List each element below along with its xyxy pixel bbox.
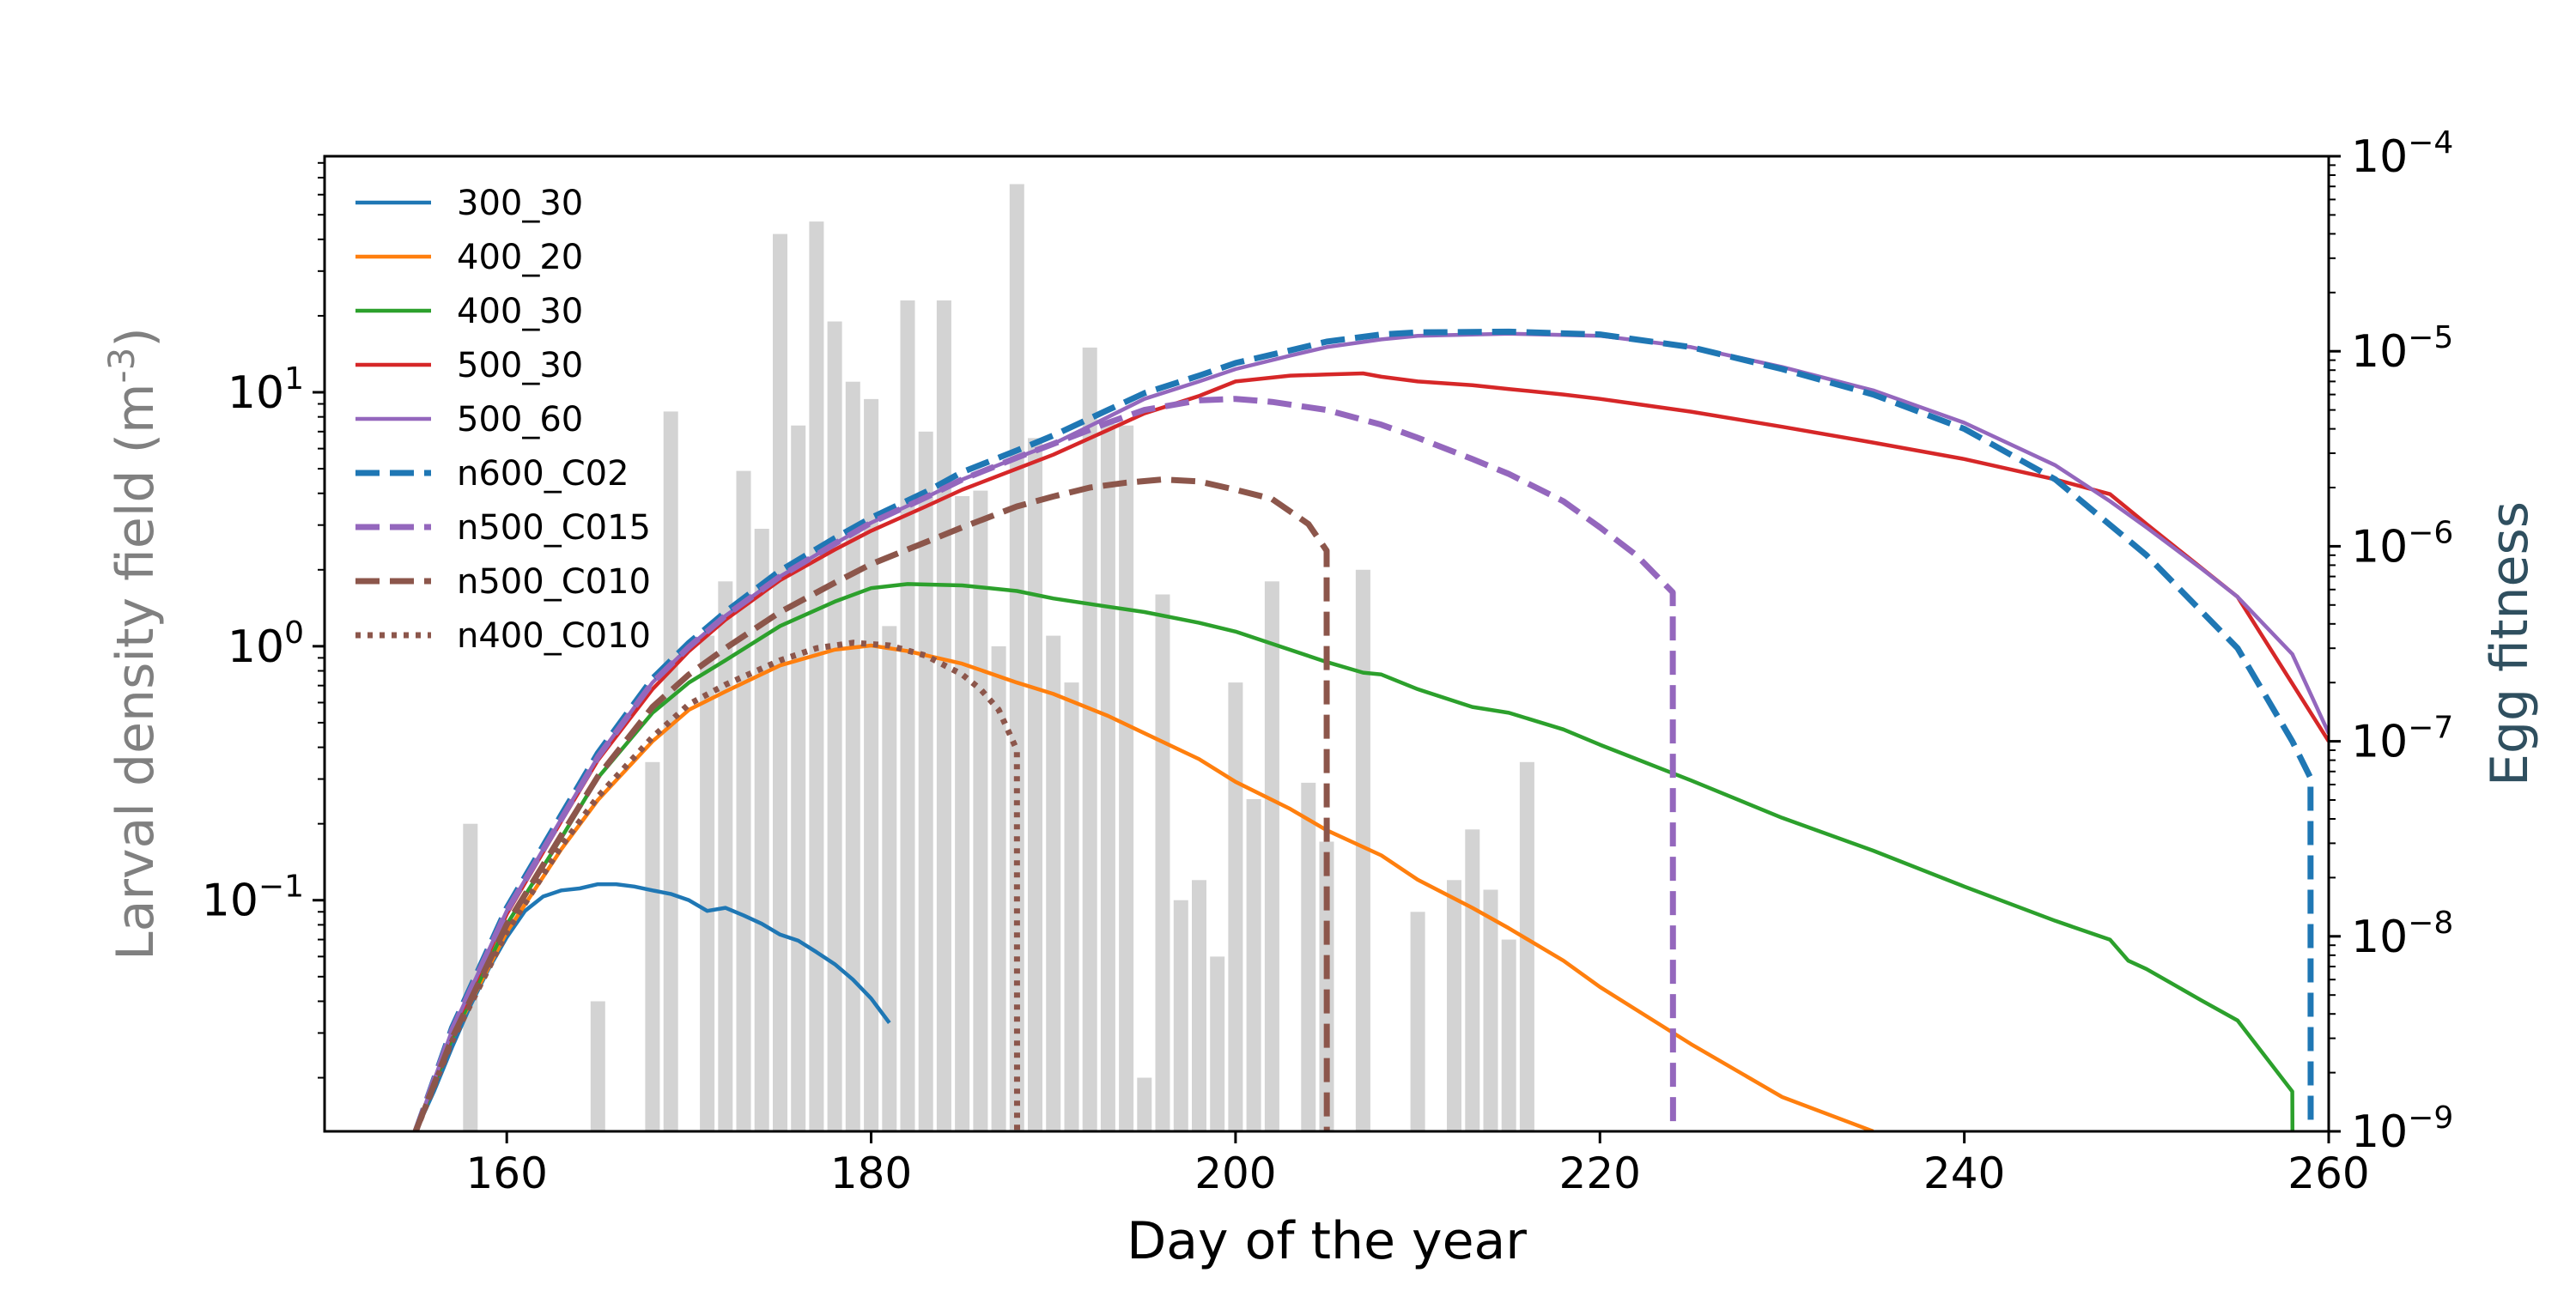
y-axis-left: 10−1 100 101 [202, 161, 325, 1079]
x-tick-label: 260 [2287, 1149, 2369, 1198]
plot-frame [323, 155, 2330, 1133]
bar [1264, 581, 1279, 1131]
bar [1447, 880, 1461, 1131]
bar [1483, 889, 1498, 1131]
y-left-tick-label: 100 [228, 615, 304, 673]
bar [1192, 880, 1206, 1131]
y-axis-left-label: Larval density field (m-3) [100, 327, 166, 961]
bar [1210, 956, 1225, 1131]
bar [900, 300, 915, 1131]
series-line-n500_C010 [412, 476, 1330, 1131]
bar [955, 496, 970, 1131]
legend: 300_30 400_20 400_30 500_30 500_60 n600_C02 n5… [355, 184, 651, 656]
legend-label-n500_C010: n500_C010 [457, 562, 651, 602]
bar [1064, 682, 1079, 1131]
bar [1301, 782, 1316, 1131]
bar [1355, 569, 1370, 1131]
legend-label-300_30: 300_30 [457, 184, 583, 223]
bar [645, 761, 660, 1131]
bar [1100, 424, 1115, 1131]
bar [864, 398, 879, 1131]
y-axis-right: 10−9 10−8 10−7 10−6 10−5 10−4 [2329, 125, 2453, 1158]
bar [1519, 761, 1534, 1131]
bar [918, 431, 933, 1131]
bar [773, 233, 787, 1132]
x-tick-label: 200 [1194, 1149, 1276, 1198]
series-line-500_30 [413, 371, 2329, 1131]
bar [1028, 438, 1042, 1131]
legend-label-n500_C015: n500_C015 [457, 508, 651, 548]
legend-label-400_30: 400_30 [457, 292, 583, 331]
bar [1228, 682, 1243, 1131]
bar [1501, 939, 1516, 1131]
y-right-tick-label: 10−6 [2351, 515, 2453, 573]
legend-label-500_30: 500_30 [457, 346, 583, 385]
legend-label-500_60: 500_60 [457, 400, 583, 439]
x-tick-label: 160 [465, 1149, 547, 1198]
bar [736, 470, 751, 1131]
bar [1319, 841, 1334, 1131]
x-tick-label: 240 [1923, 1149, 2005, 1198]
y-axis-right-label: Egg fitness [2480, 501, 2540, 786]
y-right-tick-label: 10−8 [2351, 906, 2453, 963]
legend-label-n600_C02: n600_C02 [457, 454, 629, 494]
bar [809, 221, 824, 1132]
bar [1173, 900, 1188, 1131]
y-left-tick-label: 101 [228, 361, 304, 419]
x-axis: 160 180 200 220 240 260 [465, 1131, 2370, 1198]
x-tick-label: 220 [1559, 1149, 1641, 1198]
bar [882, 626, 897, 1131]
y-axis-left-label-tail: ) [106, 327, 166, 347]
bar [1009, 184, 1024, 1131]
bar [1119, 425, 1134, 1131]
bar [791, 425, 806, 1131]
y-right-tick-label: 10−5 [2351, 320, 2453, 378]
bar [463, 823, 478, 1131]
bar [1410, 912, 1425, 1131]
bar [1246, 799, 1261, 1131]
bar [1046, 635, 1061, 1131]
y-right-tick-label: 10−9 [2351, 1100, 2453, 1158]
bar [845, 381, 860, 1131]
legend-label-n400_C010: n400_C010 [457, 616, 651, 656]
bars-layer [463, 184, 1534, 1132]
bar [991, 646, 1006, 1131]
y-right-tick-label: 10−4 [2351, 125, 2453, 183]
x-tick-label: 180 [830, 1149, 912, 1198]
y-axis-left-label-sup: -3 [100, 348, 143, 384]
x-axis-label: Day of the year [1127, 1211, 1527, 1271]
legend-label-400_20: 400_20 [457, 238, 583, 277]
bar [1137, 1077, 1152, 1131]
bar [1155, 594, 1170, 1131]
bar [700, 635, 715, 1131]
y-left-tick-label: 10−1 [202, 870, 304, 927]
bar [1082, 347, 1097, 1131]
series-line-400_30 [414, 582, 2295, 1131]
bar [718, 581, 733, 1131]
lines-layer [412, 328, 2329, 1131]
bar [754, 529, 769, 1131]
bar [1465, 829, 1480, 1131]
series-line-n600_C02 [412, 328, 2314, 1131]
bar [827, 321, 842, 1131]
series-line-n400_C010 [412, 639, 1020, 1131]
bar [663, 411, 678, 1131]
y-right-tick-label: 10−7 [2351, 711, 2453, 768]
bar [590, 1001, 605, 1131]
y-axis-left-label-base: Larval density field (m [106, 383, 166, 960]
bar [973, 490, 988, 1131]
series-line-n500_C015 [412, 396, 1676, 1131]
bar [936, 300, 951, 1131]
